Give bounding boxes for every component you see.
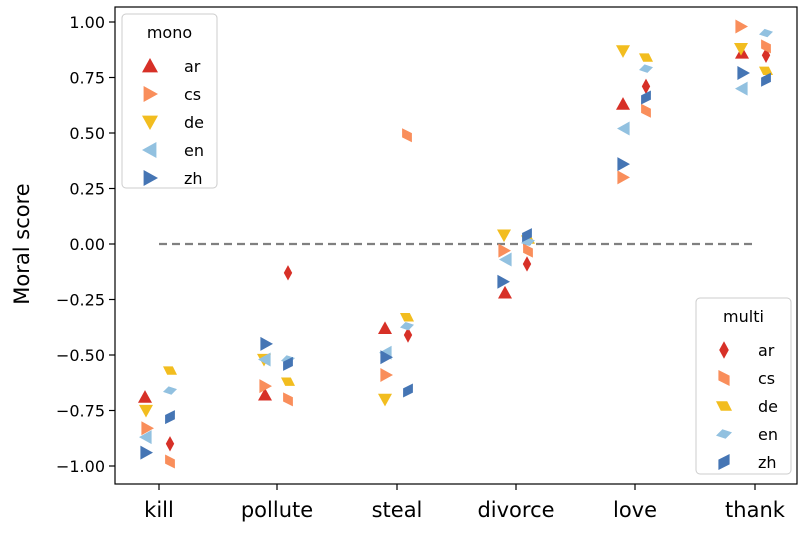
mono-zh-thank-point	[737, 66, 750, 81]
y-axis-label: Moral score	[10, 183, 34, 304]
mono-en-divorce-point	[499, 252, 512, 267]
legend-marker-zh	[718, 454, 730, 470]
legend-marker-en	[716, 429, 732, 439]
legend-marker-en	[142, 142, 157, 158]
multi-de-thank-point	[759, 66, 773, 76]
mono-de-thank-point	[734, 43, 748, 56]
multi-cs-divorce-point	[523, 243, 533, 258]
legend-label-zh: zh	[184, 169, 203, 188]
legend-marker-de	[142, 115, 158, 130]
mono-zh-pollute-point	[260, 336, 273, 351]
legend-frame	[121, 13, 218, 189]
multi-zh-love-point	[641, 90, 651, 105]
multi-de-pollute-point	[281, 377, 295, 386]
y-tick-label: −0.75	[56, 402, 105, 421]
x-tick-label-kill: kill	[144, 498, 174, 522]
x-tick-label-pollute: pollute	[241, 498, 313, 522]
x-tick-label-steal: steal	[372, 498, 423, 522]
multi-de-love-point	[639, 53, 653, 62]
mono-cs-divorce-point	[498, 243, 511, 258]
legend-label-ar: ar	[758, 341, 775, 360]
multi-zh-thank-point	[761, 72, 771, 87]
multi-zh-divorce-point	[522, 228, 532, 243]
legend-mono: mono ar cs de en zh	[121, 13, 218, 189]
mono-cs-kill-point	[141, 421, 154, 436]
multi-en-steal-point	[400, 321, 414, 331]
legend-marker-de	[716, 401, 732, 411]
legend-label-en: en	[758, 425, 778, 444]
x-tick-label-thank: thank	[725, 498, 786, 522]
legend-title: mono	[147, 23, 192, 42]
mono-zh-kill-point	[140, 445, 153, 460]
multi-ar-divorce-point	[522, 256, 532, 272]
legend-label-ar: ar	[184, 57, 201, 76]
mono-en-love-point	[617, 121, 630, 136]
legend-label-de: de	[184, 113, 204, 132]
multi-ar-kill-point	[165, 436, 175, 452]
y-tick-label: 0.00	[69, 235, 105, 254]
legend-marker-cs	[718, 370, 730, 386]
mono-ar-steal-point	[378, 321, 392, 334]
legend-multi: multi ar cs de en zh	[695, 297, 792, 475]
mono-ar-divorce-point	[498, 285, 512, 299]
mono-de-kill-point	[139, 404, 153, 418]
multi-ar-steal-point	[403, 327, 413, 343]
multi-en-love-point	[639, 64, 653, 73]
mono-cs-steal-point	[380, 367, 393, 382]
mono-de-divorce-point	[497, 229, 511, 243]
mono-zh-love-point	[617, 157, 630, 172]
multi-cs-thank-point	[761, 39, 771, 54]
mono-ar-love-point	[616, 97, 630, 110]
legend-marker-ar	[719, 341, 729, 359]
multi-cs-steal-point	[402, 128, 412, 143]
mono-en-thank-point	[735, 81, 748, 96]
multi-cs-love-point	[641, 103, 651, 118]
y-tick-label: −0.25	[56, 291, 105, 310]
mono-en-kill-point	[139, 430, 152, 445]
multi-en-thank-point	[759, 28, 773, 38]
legend-label-cs: cs	[184, 85, 201, 104]
x-tick-label-love: love	[613, 498, 657, 522]
multi-zh-pollute-point	[283, 356, 293, 371]
mono-ar-pollute-point	[258, 387, 272, 401]
x-tick-label-divorce: divorce	[477, 498, 554, 522]
mono-cs-love-point	[617, 170, 630, 185]
multi-cs-pollute-point	[283, 392, 293, 407]
y-tick-label: 0.50	[69, 124, 105, 143]
mono-de-steal-point	[378, 393, 392, 407]
y-tick-label: −1.00	[56, 457, 105, 476]
multi-zh-steal-point	[403, 383, 413, 398]
multi-ar-pollute-point	[283, 265, 293, 281]
legend-label-de: de	[758, 397, 778, 416]
mono-ar-kill-point	[138, 390, 152, 403]
mono-de-love-point	[616, 45, 630, 58]
multi-en-kill-point	[163, 386, 177, 395]
plot-frame	[114, 6, 798, 485]
legend-title: multi	[723, 307, 764, 326]
legend-label-en: en	[184, 141, 204, 160]
marks-layer	[138, 19, 773, 469]
y-tick-label: −0.50	[56, 346, 105, 365]
legend-frame	[695, 297, 792, 475]
legend-label-zh: zh	[758, 453, 777, 472]
mono-cs-thank-point	[735, 19, 748, 34]
legend-label-cs: cs	[758, 369, 775, 388]
mono-en-pollute-point	[258, 352, 271, 367]
legend-marker-zh	[143, 170, 158, 186]
multi-ar-love-point	[641, 78, 651, 95]
legend-marker-cs	[143, 86, 158, 102]
y-tick-label: 0.25	[69, 180, 105, 199]
multi-de-steal-point	[400, 313, 414, 322]
axes-layer: 1.00 0.75 0.50 0.25 0.00 −0.25 −0.50 −0.75 −1.00…	[56, 6, 798, 522]
mono-zh-steal-point	[380, 350, 393, 365]
y-tick-label: 0.75	[69, 69, 105, 88]
mono-zh-divorce-point	[497, 274, 510, 289]
multi-zh-kill-point	[165, 410, 175, 425]
multi-cs-kill-point	[165, 454, 175, 469]
legend-marker-ar	[142, 58, 158, 73]
multi-de-kill-point	[163, 366, 177, 375]
y-tick-label: 1.00	[69, 13, 105, 32]
mono-cs-pollute-point	[259, 379, 272, 394]
